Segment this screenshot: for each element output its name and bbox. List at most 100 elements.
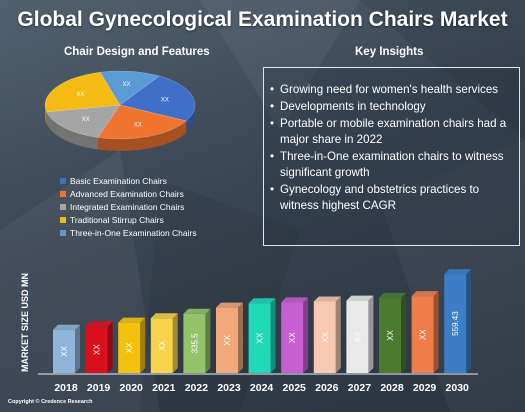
bar-top [183,308,211,314]
x-tick-label: 2030 [446,382,470,394]
bar-top [379,292,406,298]
bar-data-label: XX [419,329,428,340]
pie-chart: XX XX XX XX XX [44,70,196,151]
pie-data-label: XX [123,82,131,88]
bar-side [401,292,406,373]
insight-item: Portable or mobile examination chairs ha… [270,116,514,148]
bar-data-label: XX [125,342,134,353]
bar-2021: XX [150,313,178,373]
pie-data-label: XX [134,122,142,128]
x-tick-label: 2022 [185,382,209,394]
bar-side [433,291,439,373]
pie-slice [97,104,187,140]
bar-data-label: XX [158,340,167,351]
bar [248,303,271,373]
x-tick-label: 2029 [413,382,437,394]
legend-label: Basic Examination Chairs [70,175,167,186]
bar-2018: XX [53,324,80,373]
pie-slice-side [46,111,98,150]
bar [183,313,206,373]
x-tick-label: 2018 [54,382,78,394]
bar-side [107,321,113,373]
bar-chart: XX 2018 XX 2019 XX 2020 XX 2021 335.5 2022 XX 2023 X… [38,269,478,394]
pie-slice-side [97,120,187,151]
legend-item: Advanced Examination Chairs [60,187,197,200]
bar [85,326,108,373]
bar [313,301,336,373]
bar-2022: 335.5 [183,308,211,373]
insight-item: Three-in-One examination chairs to witne… [270,149,514,181]
x-tick-label: 2026 [315,382,339,394]
bar-top [313,296,341,302]
bar-side [238,302,243,373]
x-tick-label: 2024 [250,382,274,394]
bar-2019: XX [85,321,113,373]
pie-slice [44,71,121,113]
bar-data-label: XX [60,345,69,356]
bar-2020: XX [118,317,146,373]
legend-swatch [60,190,66,197]
legend-item: Three-in-One Examination Chairs [60,226,197,239]
bar-2023: XX [216,302,243,373]
bar-top [118,317,146,323]
legend-swatch [60,216,66,223]
bar-data-label: XX [288,332,297,343]
insight-item: Gynecology and obstetrics practices to w… [270,182,514,214]
pie-data-label: XX [161,97,169,103]
bar-side [303,297,309,373]
bar-2025: XX [281,297,309,373]
page-title: Global Gynecological Examination Chairs … [17,8,508,31]
pie-slice-side [186,106,195,133]
bar-2030: 559.43 [444,269,472,373]
key-insights-box: Growing need for women's health services… [263,67,520,246]
bar [150,318,173,373]
bar [53,329,75,373]
bar-side [172,313,178,373]
legend-label: Integrated Examination Chairs [70,201,185,212]
bar-top [444,269,472,275]
pie-sides [45,105,195,151]
x-tick-label: 2027 [348,382,372,394]
bar-data-label: 335.5 [190,333,199,354]
bar-side [466,269,472,373]
bar-data-label: 559.43 [451,311,460,336]
pie-data-label: XX [76,92,84,98]
bar [281,302,304,373]
bar-data-label: XX [386,329,395,340]
legend-item: Traditional Stirrup Chairs [60,213,197,226]
pie-slice-side [45,105,47,124]
insights-list: Growing need for women's health services… [270,82,514,215]
bar-data-label: XX [93,344,102,355]
pie-legend: Basic Examination Chairs Advanced Examina… [60,174,197,239]
legend-swatch [60,177,66,184]
x-axis-line [38,373,478,375]
bar-2029: XX [411,291,439,373]
bar-2026: XX [313,296,341,373]
legend-label: Advanced Examination Chairs [70,188,184,199]
insight-item: Developments in technology [270,99,514,115]
bar-data-label: XX [223,334,232,345]
x-tick-label: 2021 [152,382,176,394]
copyright-text: Copyright © Credence Research [8,399,93,405]
legend-label: Three-in-One Examination Chairs [70,227,197,238]
x-tick-label: 2028 [380,382,404,394]
bar-top [411,291,439,297]
insights-heading: Key Insights [355,46,424,58]
legend-swatch [60,229,66,236]
bar-side [140,317,146,373]
bar-top [248,298,276,304]
bar-top [216,302,243,308]
legend-label: Traditional Stirrup Chairs [70,214,164,225]
bar [411,296,434,373]
bar [444,274,467,373]
pie-heading: Chair Design and Features [64,46,210,58]
bar-top [346,295,374,301]
bar-side [335,296,341,373]
bar [379,297,401,373]
bar-side [75,324,80,373]
x-tick-label: 2019 [87,382,111,394]
x-tick-label: 2023 [217,382,241,394]
bar-2024: XX [248,298,276,373]
insight-item: Growing need for women's health services [270,82,514,98]
bar-data-label: XX [256,332,265,343]
